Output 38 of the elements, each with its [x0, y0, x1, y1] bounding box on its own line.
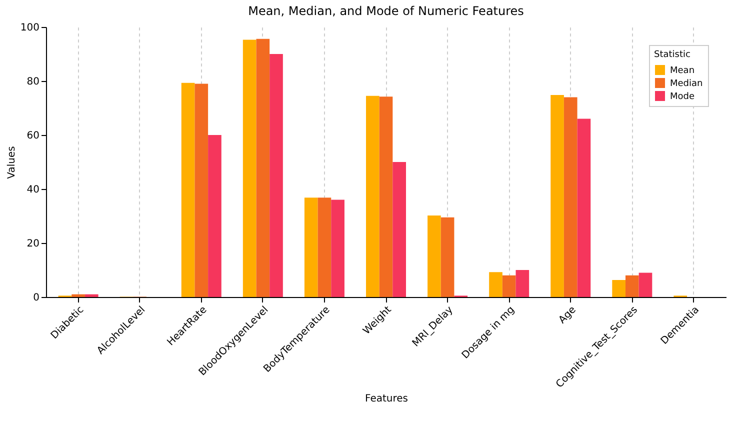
- bar: [242, 40, 256, 297]
- x-axis-title: Features: [365, 394, 408, 405]
- bar: [392, 162, 406, 297]
- bar: [331, 200, 344, 297]
- bar: [270, 54, 283, 297]
- bar: [304, 198, 318, 297]
- legend-label: Median: [670, 79, 703, 89]
- bar: [550, 95, 564, 297]
- y-tick-label: 40: [26, 184, 40, 196]
- legend-title: Statistic: [654, 50, 691, 60]
- bar: [502, 275, 516, 297]
- bar: [318, 198, 332, 297]
- bar: [577, 118, 591, 297]
- bar: [84, 294, 98, 297]
- y-tick-label: 60: [26, 130, 40, 142]
- bar: [440, 217, 454, 297]
- bar: [564, 97, 578, 297]
- bar: [72, 294, 85, 297]
- bar: [181, 82, 195, 297]
- legend-label: Mode: [670, 92, 695, 102]
- bar: [256, 38, 270, 297]
- y-tick-label: 0: [33, 292, 40, 304]
- y-tick-label: 80: [26, 76, 40, 88]
- legend-label: Mean: [670, 66, 695, 76]
- chart-title: Mean, Median, and Mode of Numeric Features: [248, 4, 524, 18]
- bar: [612, 280, 626, 297]
- bar: [625, 275, 639, 297]
- bar: [516, 270, 530, 297]
- bar: [428, 215, 441, 297]
- bar: [208, 135, 222, 297]
- bar: [489, 272, 502, 297]
- bar: [379, 96, 393, 297]
- bar: [366, 96, 380, 297]
- y-tick-label: 100: [20, 22, 40, 34]
- y-axis-title: Values: [6, 146, 18, 179]
- y-tick-label: 20: [26, 238, 40, 250]
- bar: [194, 84, 208, 297]
- bar: [638, 272, 652, 297]
